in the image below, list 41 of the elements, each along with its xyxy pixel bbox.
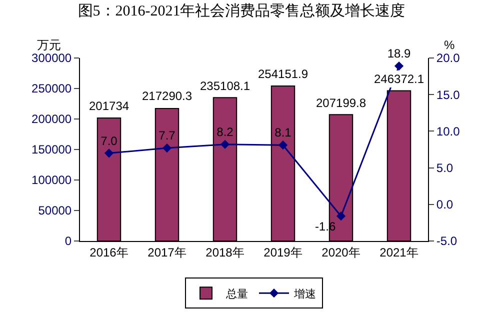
legend-label: 总量 <box>225 287 248 300</box>
y2-axis-title: % <box>444 38 455 52</box>
y-tick-label: 0 <box>64 234 72 248</box>
x-tick-label: 2018年 <box>206 245 244 260</box>
point <box>104 148 114 158</box>
y-tick-label: 150000 <box>32 142 72 157</box>
y-axis-title: 万元 <box>37 38 61 52</box>
point <box>220 140 230 149</box>
chart-title: 图5：2016-2021年社会消费品零售总额及增长速度 <box>78 2 406 20</box>
data-label: 217290.3 <box>142 89 192 103</box>
legend-label: 增速 <box>293 287 316 300</box>
x-tick-label: 2021年 <box>380 245 418 260</box>
y2-tick-label: 20.0 <box>436 51 460 66</box>
y-tick-label: 50000 <box>38 204 72 218</box>
y-tick-label: 200000 <box>32 112 72 126</box>
point <box>162 143 172 153</box>
x-tick-label: 2017年 <box>148 245 186 260</box>
data-label: 8.1 <box>274 126 292 140</box>
x-tick-label: 2016年 <box>90 245 128 260</box>
y-tick-label: 250000 <box>32 82 72 96</box>
x-tick-label: 2019年 <box>264 245 302 260</box>
y2-tick-label: 10.0 <box>436 124 460 138</box>
point <box>278 140 288 150</box>
data-label: 254151.9 <box>258 67 308 81</box>
data-label: 246372.1 <box>374 72 424 86</box>
data-label: 7.7 <box>158 128 176 143</box>
data-label: 207199.8 <box>316 96 366 110</box>
data-label: 7.0 <box>100 134 118 148</box>
data-label: 235108.1 <box>200 79 250 93</box>
data-label: 201734 <box>89 99 130 113</box>
y2-tick-label: 15.0 <box>436 88 460 102</box>
y-tick-label: 100000 <box>32 173 72 188</box>
y-tick-label: 300000 <box>32 51 72 66</box>
point <box>394 62 404 71</box>
data-label: 8.2 <box>216 125 234 140</box>
y2-tick-label: -5.0 <box>436 234 458 248</box>
x-tick-label: 2020年 <box>322 245 360 260</box>
y2-tick-label: 5.0 <box>436 161 454 175</box>
point <box>336 212 346 221</box>
y2-tick-label: 0.0 <box>436 198 454 212</box>
data-label: 18.9 <box>387 46 411 61</box>
